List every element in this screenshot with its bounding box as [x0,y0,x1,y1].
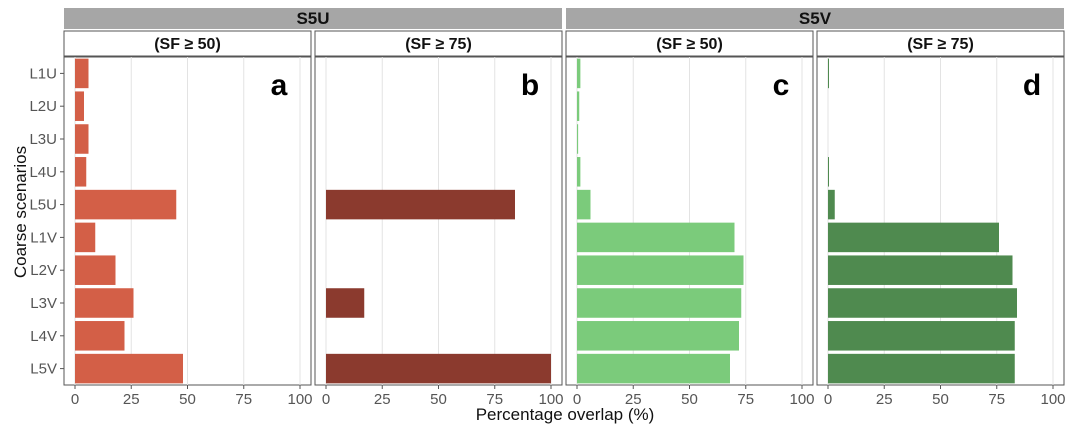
panel-a: (SF ≥ 50) 0 25 50 75 100 a [63,30,313,408]
panel-d: (SF ≥ 75) 0 25 50 75 100 d [816,30,1066,408]
panel-subtitle-strip [63,30,312,57]
x-tick-label: 75 [737,391,754,408]
bar-a-l5v [75,353,183,384]
y-axis-title: Coarse scenarios [11,146,30,278]
bar-c-l5u [577,189,591,220]
x-tick-label: 50 [179,391,196,408]
x-tick-label: 75 [988,391,1005,408]
bar-c-l1v [577,222,735,253]
panel-subtitle: (SF ≥ 75) [405,36,472,53]
bar-a-l3v [75,288,134,318]
bar-d-l5v [828,353,1015,384]
y-tick-label: L4V [30,328,57,345]
panel-letter: b [521,69,539,102]
bar-c-l2v [577,255,744,285]
panel-subtitle: (SF ≥ 50) [154,36,221,53]
x-tick-label: 75 [486,391,503,408]
bar-c-l5v [577,353,730,384]
x-axis-title: Percentage overlap (%) [476,405,655,424]
bar-d-l1u [828,58,829,89]
x-tick-label: 75 [235,391,252,408]
panel-letter: a [271,69,288,102]
x-tick-label: 25 [876,391,893,408]
group-strip: S5V [566,8,1064,29]
x-tick-label: 0 [71,391,79,408]
y-tick-label: L3U [29,131,57,148]
bar-a-l5u [75,189,177,220]
bar-c-l4v [577,321,739,351]
group-strip-label: S5V [799,9,832,28]
y-tick-label: L2V [30,262,57,279]
x-tick-label: 25 [625,391,642,408]
x-tick-label: 100 [1040,391,1065,408]
bar-a-l3u [75,124,89,154]
x-tick-label: 0 [824,391,832,408]
x-tick-label: 25 [123,391,140,408]
bar-a-l4u [75,157,87,187]
x-tick-label: 50 [681,391,698,408]
x-tick-label: 100 [538,391,563,408]
panel-letter: c [773,69,790,102]
y-tick-label: L5U [29,197,57,214]
x-tick-label: 0 [322,391,330,408]
y-tick-label: L3V [30,295,57,312]
y-tick-label: L1V [30,229,57,246]
x-tick-label: 100 [789,391,814,408]
bar-c-l3u [577,124,579,154]
bar-a-l4v [75,321,125,351]
y-tick-label: L2U [29,98,57,115]
y-tick-label: L1U [29,65,57,82]
panel-subtitle-strip [816,30,1065,57]
chart-panels: (SF ≥ 50) 0 25 50 75 100 a (SF ≥ 75) 0 25 50 75 100 b… [63,30,1066,408]
x-tick-label: 0 [573,391,581,408]
bar-b-l5u [326,189,515,220]
bar-c-l4u [577,157,581,187]
group-strip-bg [64,8,562,29]
bar-d-l4u [828,157,829,187]
panel-subtitle-strip [314,30,563,57]
bar-c-l1u [577,58,581,89]
y-axis: L1U L2U L3U L4U L5U L1V L2V L3V L4V L5V [29,65,64,378]
panel-subtitle: (SF ≥ 50) [656,36,723,53]
bar-c-l3v [577,288,742,318]
bar-d-l2v [828,255,1013,285]
bar-d-l4v [828,321,1015,351]
bar-b-l3v [326,288,365,318]
bar-d-l3v [828,288,1017,318]
y-tick-label: L4U [29,164,57,181]
bar-d-l1v [828,222,999,253]
x-tick-label: 25 [374,391,391,408]
bar-d-l5u [828,189,835,220]
x-tick-label: 100 [287,391,312,408]
group-strip: S5U [64,8,562,29]
bar-a-l2v [75,255,116,285]
bar-a-l2u [75,91,84,121]
bar-b-l5v [326,353,551,384]
x-tick-label: 50 [932,391,949,408]
group-strip-bg [566,8,1064,29]
y-tick-label: L5V [30,361,57,378]
panel-subtitle-strip [565,30,814,57]
panel-subtitle: (SF ≥ 75) [907,36,974,53]
facet-strips: S5U S5V [64,8,1064,29]
bar-a-l1v [75,222,96,253]
bar-c-l2u [577,91,580,121]
panel-c: (SF ≥ 50) 0 25 50 75 100 c [565,30,815,408]
panel-b: (SF ≥ 75) 0 25 50 75 100 b [314,30,564,408]
x-tick-label: 50 [430,391,447,408]
panel-letter: d [1023,69,1041,102]
bar-a-l1u [75,58,89,89]
group-strip-label: S5U [296,9,329,28]
